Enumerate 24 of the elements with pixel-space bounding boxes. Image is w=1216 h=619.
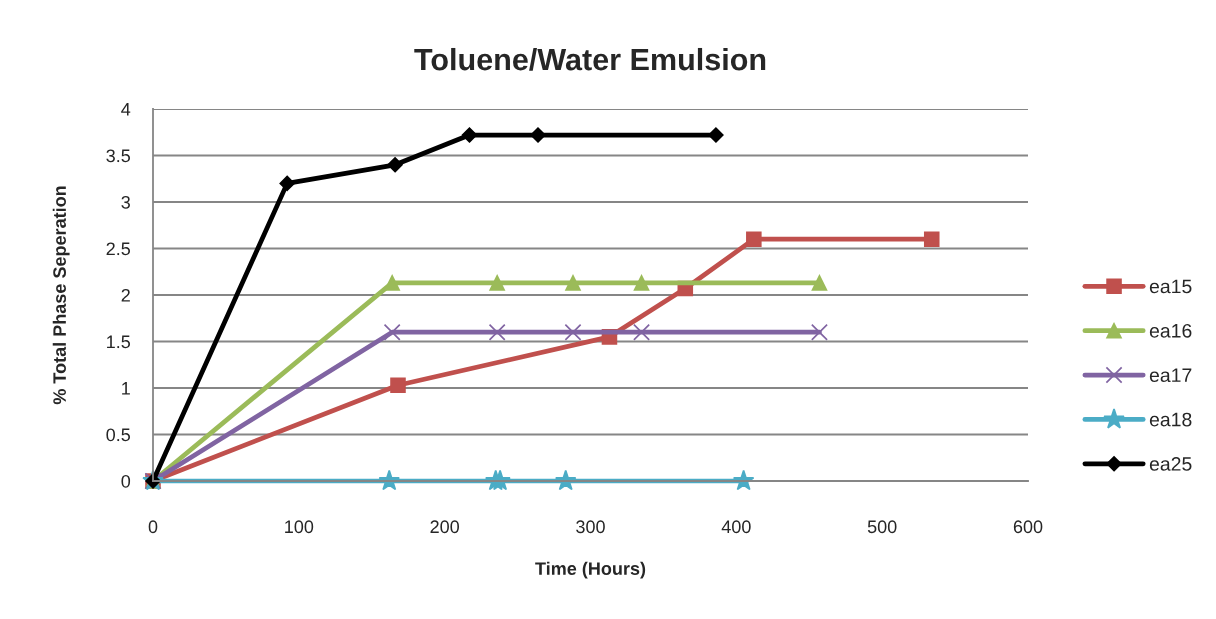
- y-tick-label: 3.5: [106, 149, 131, 163]
- y-tick-label: 4: [121, 103, 131, 116]
- y-tick-label: 2: [121, 288, 130, 302]
- x-tick-label: 300: [576, 520, 605, 534]
- y-tick-label: 2.5: [106, 242, 131, 256]
- y-tick-label: 0: [121, 474, 131, 488]
- legend-label: ea15: [1149, 279, 1192, 294]
- x-tick-label: 600: [1013, 520, 1043, 534]
- legend-label: ea17: [1149, 368, 1192, 383]
- x-tick-label: 500: [867, 520, 897, 534]
- legend-label: ea16: [1149, 323, 1192, 338]
- y-tick-label: 1: [122, 382, 130, 395]
- x-tick-label: 0: [148, 520, 158, 534]
- y-tick-label: 1.5: [107, 335, 131, 349]
- chart-title: Toluene/Water Emulsion: [414, 47, 766, 71]
- y-tick-label: 3: [121, 195, 130, 209]
- x-tick-label: 400: [721, 520, 751, 534]
- x-tick-label: 200: [430, 520, 460, 534]
- legend-label: ea25: [1149, 457, 1192, 471]
- y-tick-label: 0.5: [106, 428, 131, 442]
- x-tick-label: 100: [285, 520, 314, 534]
- legend-label: ea18: [1149, 412, 1192, 427]
- x-axis-title: Time (Hours): [535, 561, 646, 579]
- y-axis-title: % Total Phase Seperation: [52, 186, 70, 405]
